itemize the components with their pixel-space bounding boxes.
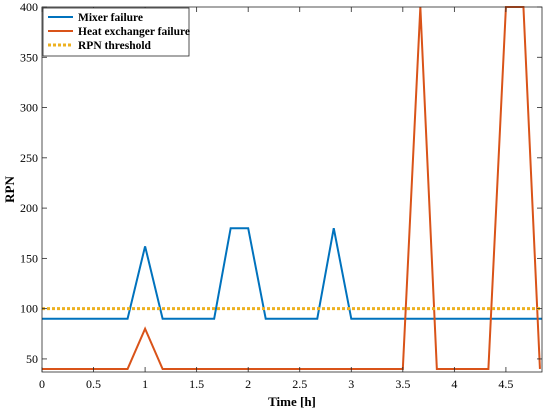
y-tick-label: 50 (26, 352, 38, 366)
y-tick-label: 250 (20, 151, 38, 165)
y-tick-label: 100 (20, 302, 38, 316)
legend-label-3: RPN threshold (78, 40, 152, 52)
legend-label-1: Mixer failure (78, 12, 143, 24)
y-tick-label: 400 (20, 0, 38, 14)
series-line-1 (42, 227, 542, 320)
x-tick-label: 3.5 (395, 377, 410, 391)
y-tick-label: 350 (20, 50, 38, 64)
x-tick-label: 2 (245, 377, 251, 391)
plot-background (42, 7, 542, 372)
x-tick-label: 0 (39, 377, 45, 391)
y-tick-label: 150 (20, 251, 38, 265)
x-tick-label: 4.5 (498, 377, 513, 391)
plot-area (42, 7, 542, 372)
legend: Mixer failure Heat exchanger failure RPN t… (42, 7, 190, 57)
y-tick-label: 200 (20, 201, 38, 215)
y-tick-label: 300 (20, 101, 38, 115)
x-tick-label: 3 (348, 377, 354, 391)
legend-label-2: Heat exchanger failure (78, 26, 190, 38)
axes-frame (41, 6, 543, 373)
x-tick-label: 1 (142, 377, 148, 391)
x-tick-label: 4 (451, 377, 457, 391)
axes-group: 0 0.5 1 1.5 2 2.5 3 3.5 4 4.5 50 100 150 200 250 300 350… (20, 0, 543, 391)
y-axis-title: RPN (2, 176, 17, 203)
x-tick-label: 0.5 (86, 377, 101, 391)
x-tick-label: 1.5 (189, 377, 204, 391)
x-axis-title: Time [h] (268, 394, 316, 409)
x-tick-label: 2.5 (292, 377, 307, 391)
